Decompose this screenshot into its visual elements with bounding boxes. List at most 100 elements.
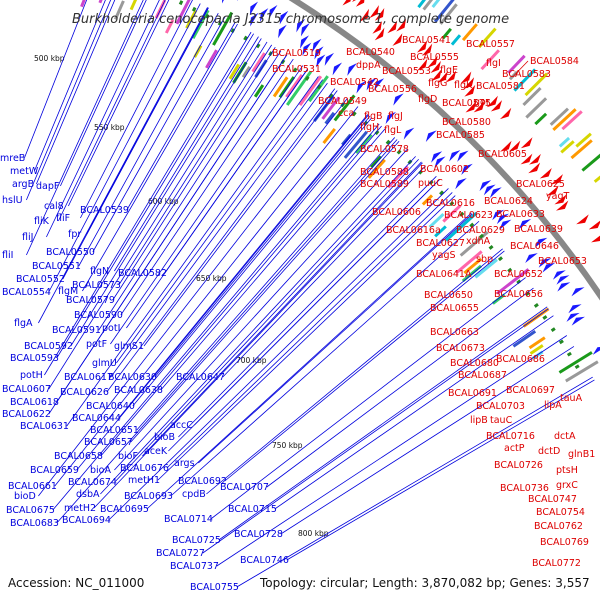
gc-mark bbox=[304, 75, 310, 81]
reverse-strand-gene bbox=[314, 46, 324, 60]
feature-block bbox=[513, 68, 537, 92]
leader-line bbox=[202, 308, 549, 554]
leader-line bbox=[280, 346, 575, 535]
gc-mark bbox=[542, 315, 548, 320]
gene-label: xdhA bbox=[466, 236, 491, 247]
gc-mark bbox=[439, 190, 445, 196]
feature-block bbox=[593, 175, 600, 183]
gene-label: BCAL0676 bbox=[120, 463, 169, 474]
gene-label: glmS1 bbox=[114, 341, 144, 352]
forward-strand-gene bbox=[500, 140, 512, 152]
gene-label: BCAL0755 bbox=[190, 582, 239, 593]
leader-line bbox=[154, 115, 371, 378]
feature-block bbox=[534, 112, 548, 126]
gene-label: BCAL0607 bbox=[2, 384, 51, 395]
forward-strand-gene bbox=[359, 8, 370, 22]
gene-label: BCAL0616 bbox=[426, 198, 475, 209]
feature-block bbox=[321, 96, 341, 120]
gc-mark bbox=[469, 222, 475, 228]
gene-label: bioD bbox=[14, 491, 36, 502]
gc-mark bbox=[292, 67, 298, 73]
forward-strand-gene bbox=[369, 5, 379, 19]
feature-block bbox=[463, 257, 483, 275]
leader-line bbox=[56, 33, 254, 359]
leader-line bbox=[98, 50, 282, 331]
gene-label: BCAL0580 bbox=[442, 117, 491, 128]
leader-line bbox=[118, 44, 273, 286]
feature-block bbox=[285, 73, 304, 98]
gene-label: BCAL0650 bbox=[424, 290, 473, 301]
leader-line bbox=[106, 88, 336, 393]
feature-block bbox=[560, 140, 575, 154]
gene-label: mreB bbox=[0, 153, 25, 164]
feature-block bbox=[129, 0, 138, 11]
gene-label: tauC bbox=[490, 415, 513, 426]
forward-strand-gene bbox=[486, 95, 498, 108]
leader-line bbox=[157, 195, 456, 481]
reverse-strand-gene bbox=[403, 127, 415, 140]
gene-label: BCAL0646 bbox=[510, 241, 559, 252]
feature-block bbox=[421, 194, 434, 206]
forward-strand-gene bbox=[374, 27, 385, 41]
feature-block bbox=[512, 330, 537, 348]
gc-mark bbox=[255, 43, 261, 49]
scale-tick-label: 700 kbp bbox=[236, 356, 267, 365]
gc-mark bbox=[525, 291, 531, 296]
gene-label: BCAL0644 bbox=[72, 413, 121, 424]
feature-block bbox=[570, 139, 593, 160]
feature-block bbox=[558, 351, 593, 374]
leader-line bbox=[114, 36, 259, 272]
gene-label: BCAL0674 bbox=[68, 477, 117, 488]
feature-block bbox=[455, 250, 483, 275]
gene-label: bioF bbox=[118, 451, 138, 462]
gene-label: BCAL0551 bbox=[32, 261, 81, 272]
gene-label: grxC bbox=[556, 480, 578, 491]
gene-label: BCAL0539 bbox=[80, 205, 129, 216]
reverse-strand-gene bbox=[374, 78, 385, 91]
reverse-strand-gene bbox=[534, 237, 548, 248]
gene-label: BCAL0762 bbox=[534, 521, 583, 532]
feature-block bbox=[491, 293, 506, 305]
reverse-strand-gene bbox=[316, 54, 326, 68]
gene-label: dctA bbox=[554, 431, 576, 442]
reverse-strand-gene bbox=[279, 10, 289, 25]
forward-strand-gene bbox=[588, 220, 600, 230]
gene-label: BCAL0641A bbox=[416, 269, 472, 280]
gene-label: BCAL0617 bbox=[64, 372, 113, 383]
leader-line bbox=[224, 250, 505, 482]
forward-strand-gene bbox=[342, 0, 351, 6]
reverse-strand-gene bbox=[347, 63, 357, 76]
forward-strand-gene bbox=[355, 0, 365, 7]
leader-line bbox=[66, 76, 319, 427]
gc-mark bbox=[351, 111, 357, 117]
gc-mark bbox=[449, 201, 455, 206]
gene-label: BCAL0747 bbox=[528, 494, 577, 505]
forward-strand-gene bbox=[396, 18, 407, 32]
gene-label: BCAL0519 bbox=[272, 48, 321, 59]
gene-label: cpdB bbox=[182, 489, 206, 500]
gc-mark bbox=[488, 244, 494, 250]
gene-label: cal8 bbox=[44, 201, 64, 212]
leader-line bbox=[112, 46, 276, 301]
gene-label: BCAL0657 bbox=[84, 437, 133, 448]
label-leader-lines bbox=[24, 0, 595, 588]
feature-block bbox=[575, 132, 592, 148]
gene-label: BCAL0589 bbox=[360, 179, 409, 190]
gene-label: BCAL0605 bbox=[478, 149, 527, 160]
leader-line bbox=[48, 41, 268, 390]
forward-strand-gene bbox=[556, 200, 569, 211]
gene-label: BCAL0716 bbox=[486, 431, 535, 442]
gene-label: dppA bbox=[356, 60, 381, 71]
gene-label: BCAL0675 bbox=[6, 505, 55, 516]
gene-label: bioA bbox=[90, 465, 111, 476]
gene-label: BCAL0626 bbox=[60, 387, 109, 398]
forward-strand-gene bbox=[520, 153, 533, 165]
gc-mark bbox=[507, 267, 513, 273]
leader-line bbox=[100, 156, 416, 495]
forward-strand-gene bbox=[520, 137, 533, 149]
forward-strand-gene bbox=[463, 77, 475, 90]
feature-block bbox=[254, 59, 268, 78]
leader-line bbox=[46, 0, 160, 238]
gene-label: BCAL0694 bbox=[62, 515, 111, 526]
leader-line bbox=[80, 0, 193, 219]
